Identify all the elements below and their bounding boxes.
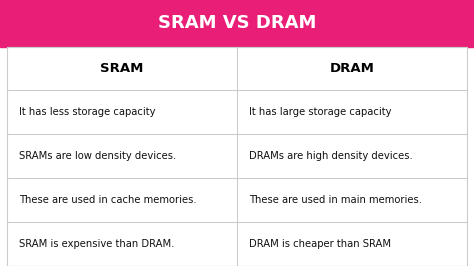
Text: SRAM VS DRAM: SRAM VS DRAM: [158, 14, 316, 32]
Text: These are used in main memories.: These are used in main memories.: [249, 195, 422, 205]
Text: These are used in cache memories.: These are used in cache memories.: [19, 195, 197, 205]
Bar: [7, 47, 467, 266]
Text: It has large storage capacity: It has large storage capacity: [249, 107, 392, 117]
Text: SRAMs are low density devices.: SRAMs are low density devices.: [19, 151, 176, 161]
Text: SRAM: SRAM: [100, 62, 144, 75]
Text: DRAMs are high density devices.: DRAMs are high density devices.: [249, 151, 412, 161]
Text: SRAM is expensive than DRAM.: SRAM is expensive than DRAM.: [19, 239, 174, 249]
Text: DRAM is cheaper than SRAM: DRAM is cheaper than SRAM: [249, 239, 391, 249]
Text: It has less storage capacity: It has less storage capacity: [19, 107, 155, 117]
Bar: [0, 0, 474, 47]
Text: DRAM: DRAM: [329, 62, 374, 75]
